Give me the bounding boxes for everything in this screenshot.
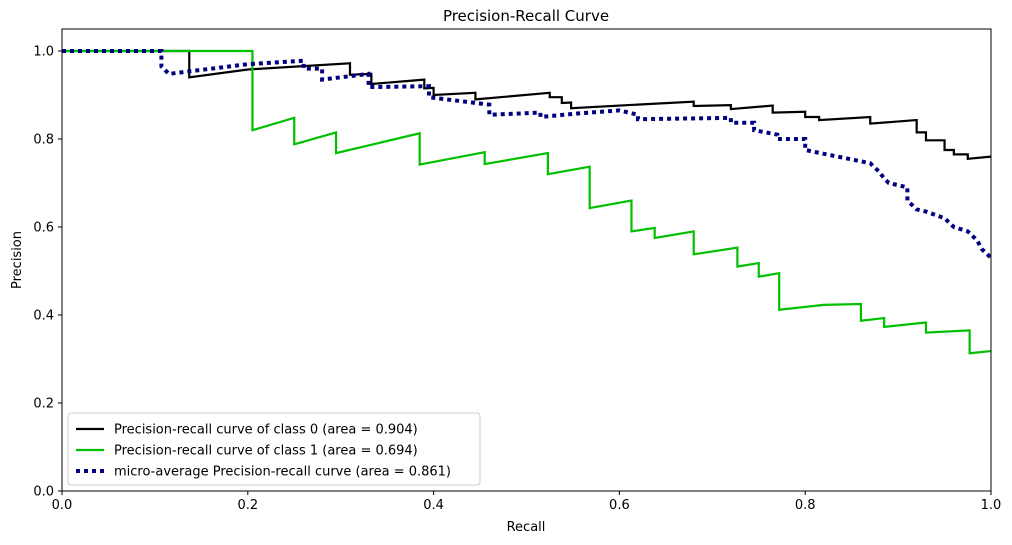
series-line-0 (62, 49, 991, 161)
x-tick-label: 0.8 (795, 498, 816, 513)
series-line-1 (62, 49, 991, 355)
series-layer (62, 49, 991, 355)
x-tick-label: 1.0 (981, 498, 1002, 513)
x-tick-label: 0.2 (237, 498, 258, 513)
y-axis: 0.0 0.2 0.4 0.6 0.8 1.0 (33, 45, 62, 500)
x-axis-title: Recall (507, 520, 546, 535)
legend: Precision-recall curve of class 0 (area … (67, 412, 481, 486)
y-tick-label: 0.4 (33, 309, 54, 324)
legend-label-1: Precision-recall curve of class 1 (area … (114, 444, 418, 459)
legend-label-2: micro-average Precision-recall curve (ar… (114, 465, 451, 480)
y-tick-label: 0.2 (33, 397, 54, 412)
y-tick-label: 0.6 (33, 221, 54, 236)
x-tick-label: 0.6 (609, 498, 630, 513)
y-tick-label: 0.8 (33, 133, 54, 148)
x-axis: 0.0 0.2 0.4 0.6 0.8 1.0 (52, 491, 1002, 513)
legend-label-0: Precision-recall curve of class 0 (area … (114, 423, 418, 438)
x-tick-label: 0.4 (423, 498, 444, 513)
y-tick-label: 1.0 (33, 45, 54, 60)
legend-box (67, 412, 481, 486)
plot-frame (61, 28, 992, 492)
y-tick-label: 0.0 (33, 485, 54, 500)
x-tick-label: 0.0 (52, 498, 73, 513)
series-line-2 (62, 49, 991, 260)
y-axis-title: Precision (10, 231, 25, 289)
chart-title: Precision-Recall Curve (443, 7, 609, 25)
